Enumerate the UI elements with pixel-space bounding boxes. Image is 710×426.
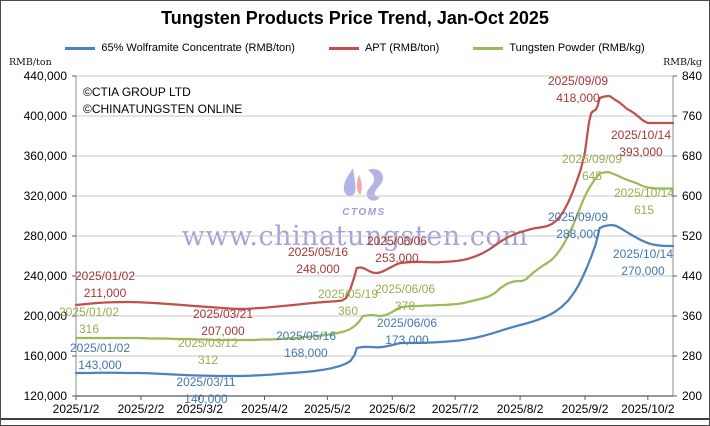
legend-label-powder: Tungsten Powder (RMB/kg) xyxy=(509,42,645,54)
ctoms-logo-caption: CTOMS xyxy=(342,207,386,218)
ctoms-watermark-logo: CTOMS xyxy=(329,167,399,221)
series-line-2 xyxy=(74,170,675,342)
legend: 65% Wolframite Concentrate (RMB/ton) APT… xyxy=(1,42,709,54)
legend-item-apt: APT (RMB/ton) xyxy=(328,42,440,54)
series-line-0 xyxy=(74,223,675,378)
powder-line-swatch-icon xyxy=(473,46,504,50)
legend-label-apt: APT (RMB/ton) xyxy=(364,42,440,54)
wolframite-line-swatch-icon xyxy=(65,46,96,50)
legend-item-wolframite: 65% Wolframite Concentrate (RMB/ton) xyxy=(65,42,295,54)
ctoms-logo-icon xyxy=(343,168,383,201)
chart-title: Tungsten Products Price Trend, Jan-Oct 2… xyxy=(161,8,549,28)
right-axis-unit: RMB/kg xyxy=(663,57,702,68)
left-axis-unit: RMB/ton xyxy=(9,57,52,68)
legend-item-powder: Tungsten Powder (RMB/kg) xyxy=(473,42,645,54)
legend-label-wolframite: 65% Wolframite Concentrate (RMB/ton) xyxy=(101,42,295,54)
chart-bottom-border xyxy=(1,418,709,420)
apt-line-swatch-icon xyxy=(328,46,359,50)
series-line-1 xyxy=(74,94,675,311)
